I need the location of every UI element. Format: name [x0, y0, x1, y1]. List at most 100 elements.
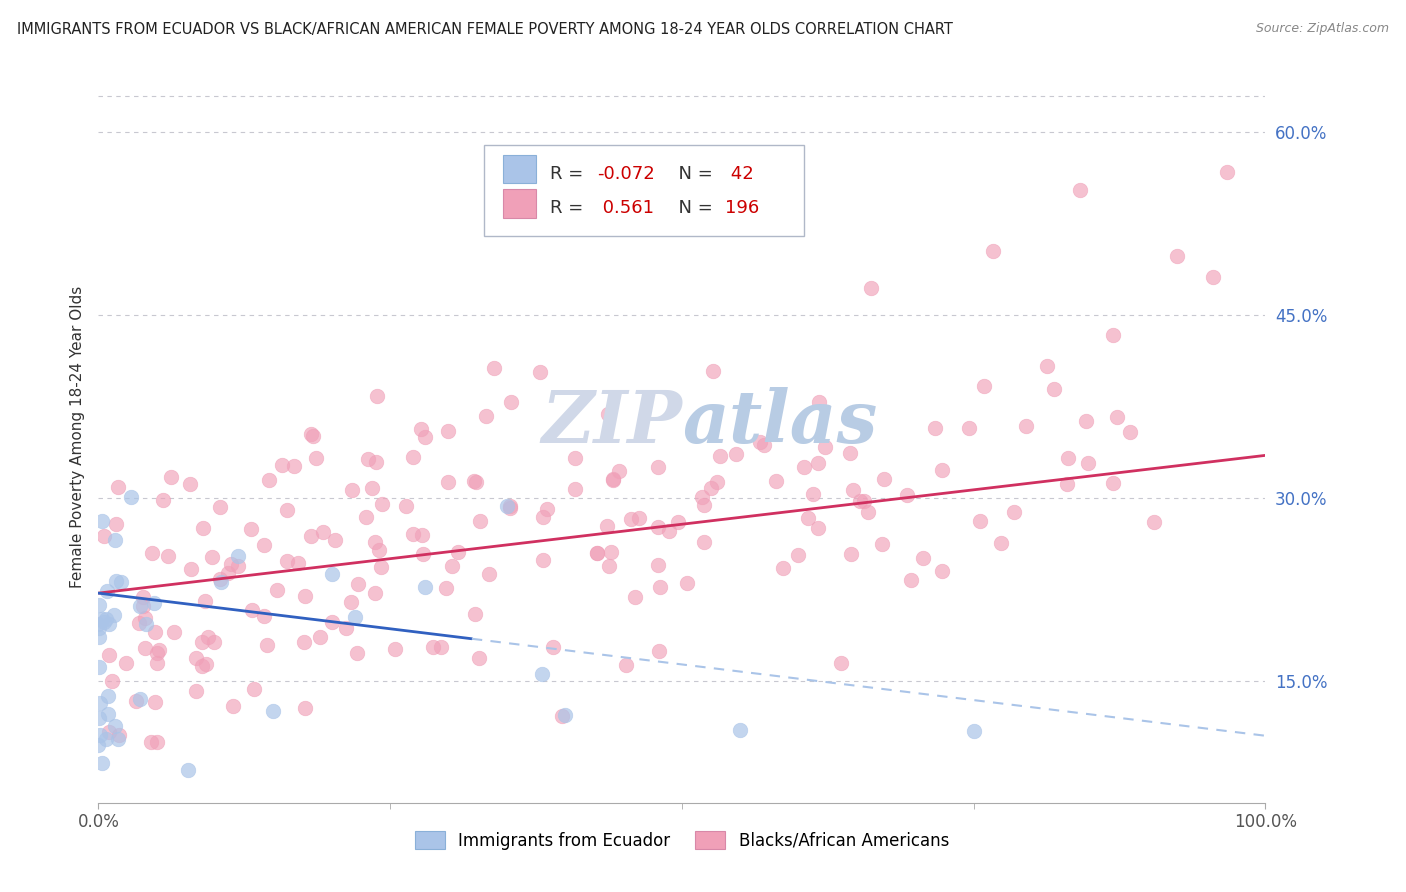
Point: [900, 573, 922, 587]
Point: [89, 728, 111, 742]
Point: [160, 470, 183, 484]
Point: [787, 549, 810, 563]
Point: [146, 735, 169, 749]
Point: [179, 476, 201, 491]
Point: [98, 648, 121, 662]
Point: [87, 630, 110, 644]
Point: [602, 473, 624, 487]
Point: [364, 535, 387, 549]
Point: [962, 724, 984, 739]
Point: [368, 543, 391, 558]
Point: [134, 611, 156, 625]
Bar: [503, 154, 536, 183]
Point: [209, 575, 232, 590]
Point: [219, 558, 242, 572]
Point: [468, 651, 491, 665]
Point: [499, 501, 522, 516]
Point: [969, 514, 991, 528]
Point: [1166, 249, 1188, 263]
Point: [981, 244, 1004, 258]
Point: [191, 635, 214, 649]
Point: [596, 518, 619, 533]
Point: [195, 657, 218, 672]
Point: [90, 612, 112, 626]
Point: [402, 527, 425, 541]
Point: [309, 630, 332, 644]
Point: [156, 549, 179, 563]
Point: [105, 574, 128, 588]
Point: [180, 562, 202, 576]
Text: 196: 196: [725, 199, 759, 217]
Point: [441, 559, 464, 574]
Point: [1069, 183, 1091, 197]
Point: [186, 650, 208, 665]
Point: [97, 689, 120, 703]
Point: [830, 656, 852, 670]
Point: [870, 537, 893, 551]
Point: [141, 735, 163, 749]
Point: [499, 499, 522, 513]
FancyBboxPatch shape: [484, 145, 804, 235]
Point: [596, 408, 619, 422]
Point: [129, 692, 152, 706]
Point: [94, 731, 117, 746]
Point: [437, 425, 460, 439]
Point: [110, 574, 132, 589]
Point: [412, 548, 434, 562]
Point: [1015, 418, 1038, 433]
Point: [243, 682, 266, 697]
Point: [148, 642, 170, 657]
Point: [253, 608, 276, 623]
Point: [93, 529, 115, 543]
Text: -0.072: -0.072: [596, 165, 654, 183]
Point: [152, 492, 174, 507]
Point: [620, 511, 643, 525]
Point: [163, 624, 186, 639]
Point: [586, 545, 609, 559]
Point: [208, 572, 231, 586]
Point: [340, 483, 363, 497]
Point: [599, 545, 621, 559]
Point: [422, 640, 444, 655]
Point: [191, 659, 214, 673]
Point: [484, 361, 506, 376]
Point: [97, 617, 120, 632]
Point: [141, 545, 163, 559]
Point: [87, 660, 110, 674]
Point: [873, 472, 896, 486]
Point: [706, 475, 728, 490]
Point: [501, 395, 523, 409]
Point: [197, 630, 219, 644]
Point: [256, 638, 278, 652]
Point: [648, 580, 671, 594]
Point: [346, 646, 368, 660]
Point: [586, 546, 609, 560]
Point: [301, 426, 323, 441]
Point: [814, 440, 837, 454]
Point: [478, 566, 501, 581]
Point: [142, 596, 165, 610]
Point: [536, 502, 558, 516]
Point: [193, 521, 215, 535]
Point: [852, 494, 875, 508]
Point: [89, 697, 111, 711]
Text: ZIP: ZIP: [541, 387, 682, 458]
Point: [724, 447, 747, 461]
Point: [217, 566, 239, 581]
Point: [841, 483, 863, 497]
Point: [294, 701, 316, 715]
Point: [283, 458, 305, 473]
Text: atlas: atlas: [682, 387, 877, 458]
Point: [271, 458, 294, 472]
Point: [87, 617, 110, 632]
Point: [550, 708, 572, 723]
Text: IMMIGRANTS FROM ECUADOR VS BLACK/AFRICAN AMERICAN FEMALE POVERTY AMONG 18-24 YEA: IMMIGRANTS FROM ECUADOR VS BLACK/AFRICAN…: [17, 22, 953, 37]
Point: [658, 524, 681, 539]
Point: [647, 460, 669, 475]
Point: [607, 464, 630, 478]
Point: [402, 450, 425, 464]
Point: [93, 615, 115, 629]
Point: [87, 739, 110, 753]
Point: [356, 510, 378, 524]
Point: [321, 566, 343, 581]
